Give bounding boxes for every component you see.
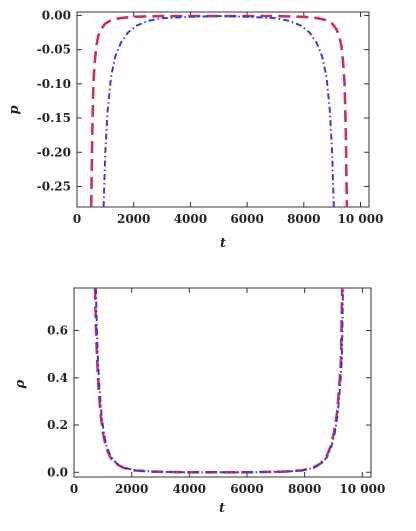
bottom-chart-ticks: 0 2000 4000 6000 8000 10 000 0.0 0.2 0.4 0.6 bbox=[47, 288, 385, 496]
bottom-chart-ytick-label: 0.6 bbox=[47, 324, 68, 338]
bottom-chart-ytick-label: 0.2 bbox=[47, 418, 68, 432]
bottom-chart-ylabel: ρ bbox=[13, 379, 28, 389]
top-chart-xtick-label: 10 000 bbox=[338, 212, 384, 226]
bottom-chart-xtick-label: 2000 bbox=[115, 482, 148, 496]
top-chart-ytick-label: -0.10 bbox=[37, 77, 71, 91]
top-chart-xtick-label: 8000 bbox=[287, 212, 320, 226]
top-chart-xtick-label: 4000 bbox=[174, 212, 207, 226]
bottom-chart-series-dash-dot-line bbox=[94, 288, 344, 474]
bottom-chart-series-dashed-line bbox=[93, 288, 344, 474]
bottom-chart-xtick-label: 8000 bbox=[288, 482, 321, 496]
top-chart-series bbox=[89, 14, 349, 207]
top-chart-series-dash-dot-line bbox=[102, 15, 335, 207]
bottom-chart-xtick-label: 4000 bbox=[173, 482, 206, 496]
top-chart-xlabel: t bbox=[220, 236, 226, 251]
top-chart-ylabel: p bbox=[7, 105, 22, 114]
bottom-chart-xtick-label: 10 000 bbox=[339, 482, 385, 496]
bottom-chart-xtick-label: 6000 bbox=[230, 482, 263, 496]
top-chart-xtick-label: 2000 bbox=[117, 212, 150, 226]
top-chart-series-dashed-line bbox=[89, 14, 349, 207]
top-chart-frame bbox=[76, 11, 370, 208]
top-chart-xtick-label: 6000 bbox=[230, 212, 263, 226]
bottom-chart-frame bbox=[73, 287, 372, 478]
bottom-chart-ytick-label: 0.4 bbox=[47, 371, 68, 385]
bottom-chart-series bbox=[93, 288, 344, 474]
bottom-chart-panel: 0 2000 4000 6000 8000 10 000 0.0 0.2 0.4 0.6 t ρ bbox=[13, 287, 385, 516]
top-chart-panel: 0 2000 4000 6000 8000 10 000 0.00 -0.05 -0.10 -0.… bbox=[7, 8, 383, 251]
bottom-chart-xlabel: t bbox=[219, 501, 225, 516]
top-chart-ytick-label: -0.15 bbox=[37, 111, 71, 125]
top-chart-ytick-label: -0.05 bbox=[37, 43, 71, 57]
top-chart-ytick-label: -0.25 bbox=[37, 179, 71, 193]
top-chart-ytick-label: 0.00 bbox=[42, 8, 71, 22]
top-chart-ticks: 0 2000 4000 6000 8000 10 000 0.00 -0.05 -0.10 -0.… bbox=[37, 8, 384, 226]
top-chart-xtick-label: 0 bbox=[73, 212, 81, 226]
bottom-chart-ytick-label: 0.0 bbox=[47, 465, 68, 479]
top-chart-ytick-label: -0.20 bbox=[37, 145, 71, 159]
bottom-chart-xtick-label: 0 bbox=[70, 482, 78, 496]
